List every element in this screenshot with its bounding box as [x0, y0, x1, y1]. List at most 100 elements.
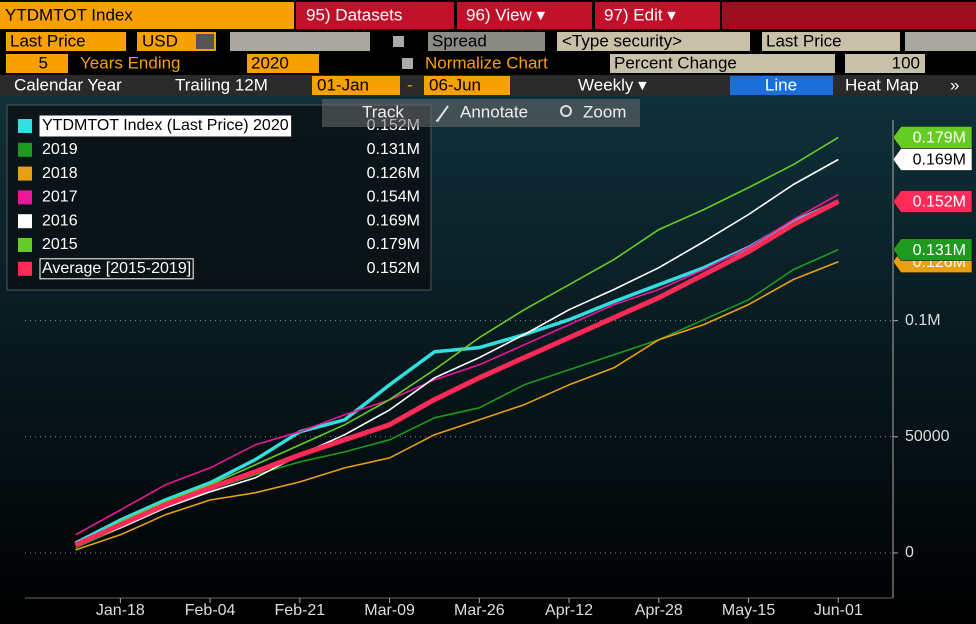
field: Last Price — [10, 31, 86, 50]
input-box[interactable] — [905, 32, 976, 51]
legend: YTDMTOT Index (Last Price) 2020 0.152M 201… — [6, 104, 432, 291]
plot: 0 50000 0.1M Jan-18 Feb-04 Feb-21 Mar-09 Mar-26… — [25, 120, 973, 619]
legend-highlight — [39, 258, 194, 280]
legend-swatch — [18, 238, 32, 252]
base: 100 — [892, 53, 920, 72]
more[interactable]: » — [950, 75, 959, 94]
series-line — [75, 136, 839, 546]
line-button[interactable] — [730, 76, 833, 95]
heatmap[interactable]: Heat Map — [845, 75, 919, 94]
x-tick-label: May-15 — [722, 602, 775, 619]
flag-label: 0.169M — [913, 152, 966, 169]
security: YTDMTOT Index — [5, 5, 133, 24]
tool-track[interactable]: Track — [362, 102, 404, 121]
legend-name: 2017 — [42, 189, 78, 206]
to-box[interactable] — [424, 76, 510, 95]
legend-name: 2016 — [42, 212, 78, 229]
menu-button[interactable] — [457, 2, 592, 29]
currency: USD — [142, 31, 178, 50]
from-box[interactable] — [312, 76, 400, 95]
trailing[interactable]: Trailing 12M — [175, 75, 268, 94]
year-box[interactable] — [247, 54, 319, 73]
zoom-icon — [560, 105, 572, 117]
menu-button[interactable] — [595, 2, 720, 29]
calendar[interactable]: Calendar Year — [14, 75, 122, 94]
flag-label: 0.131M — [913, 242, 966, 259]
menu-label: 95) Datasets — [306, 5, 402, 24]
x-tick-label: Mar-09 — [364, 602, 415, 619]
y-tick-label: 0 — [905, 544, 914, 561]
x-tick-label: Jun-01 — [814, 602, 863, 619]
menu-label: 96) View ▾ — [466, 5, 546, 24]
from: 01-Jan — [317, 75, 369, 94]
legend-swatch — [18, 142, 32, 157]
security-input[interactable] — [557, 32, 750, 51]
annotate-icon — [435, 105, 449, 122]
to: 06-Jun — [429, 75, 481, 94]
x-tick-label: Feb-21 — [274, 602, 325, 619]
normalize: Normalize Chart — [425, 53, 548, 72]
menu-label: 97) Edit ▾ — [604, 5, 676, 24]
x-tick-label: Feb-04 — [185, 602, 236, 619]
legend-value: 0.131M — [367, 141, 420, 158]
security-box[interactable] — [0, 2, 294, 29]
legend-name: 2018 — [42, 165, 78, 182]
x-tick-label: Apr-28 — [635, 602, 683, 619]
normalize-mode: Percent Change — [614, 53, 737, 72]
value-flag — [892, 190, 973, 213]
legend-swatch — [18, 190, 32, 205]
tool-bar — [322, 99, 640, 127]
period[interactable]: Weekly ▾ — [578, 75, 647, 94]
input-box[interactable] — [230, 32, 370, 51]
series-line — [74, 199, 840, 548]
years: 5 — [39, 53, 48, 72]
series-line — [74, 199, 840, 545]
tool-zoom[interactable]: Zoom — [583, 102, 626, 121]
legend-swatch — [18, 119, 32, 133]
legend-name: Average [2015-2019] — [42, 260, 191, 277]
field2: Last Price — [766, 31, 842, 50]
legend-value: 0.179M — [367, 236, 420, 253]
years-box[interactable] — [6, 54, 68, 73]
legend-value: 0.154M — [367, 189, 420, 206]
legend-swatch — [18, 214, 32, 229]
flag-label: 0.179M — [913, 130, 966, 147]
spread-box[interactable] — [428, 32, 545, 51]
flag-label: 0.152M — [913, 194, 966, 211]
field-box[interactable] — [6, 32, 126, 51]
legend-value: 0.152M — [367, 260, 420, 277]
legend-highlight — [39, 115, 292, 137]
dropdown-arrow[interactable] — [196, 34, 214, 49]
value-flag — [892, 238, 973, 261]
field2-box[interactable] — [762, 32, 900, 51]
line: Line — [765, 75, 797, 94]
y-tick-label: 0.1M — [905, 312, 941, 329]
menu-bar-fill — [722, 2, 976, 29]
legend-swatch — [18, 166, 32, 181]
series-line — [75, 158, 839, 546]
legend-name: 2019 — [42, 141, 78, 158]
tool-annotate[interactable]: Annotate — [460, 102, 528, 121]
spread: Spread — [432, 31, 487, 50]
mode-box[interactable] — [610, 54, 835, 73]
base-box[interactable] — [845, 54, 925, 73]
menu-button[interactable] — [296, 2, 454, 29]
value-flag — [892, 126, 973, 149]
legend-name: 2015 — [42, 236, 78, 253]
dash: - — [407, 75, 413, 94]
checkbox[interactable] — [393, 36, 404, 47]
series-line — [75, 260, 839, 551]
value-flag — [892, 148, 973, 171]
legend-swatch — [18, 261, 32, 276]
checkbox[interactable] — [402, 58, 413, 69]
x-tick-label: Mar-26 — [454, 602, 505, 619]
x-tick-label: Apr-12 — [545, 602, 593, 619]
x-tick-label: Jan-18 — [96, 602, 145, 619]
series-line — [75, 193, 839, 536]
years-ending: Years Ending — [80, 53, 181, 72]
legend-value: 0.169M — [367, 212, 420, 229]
legend-value: 0.126M — [367, 165, 420, 182]
year: 2020 — [251, 53, 289, 72]
type-security: <Type security> — [562, 31, 682, 50]
